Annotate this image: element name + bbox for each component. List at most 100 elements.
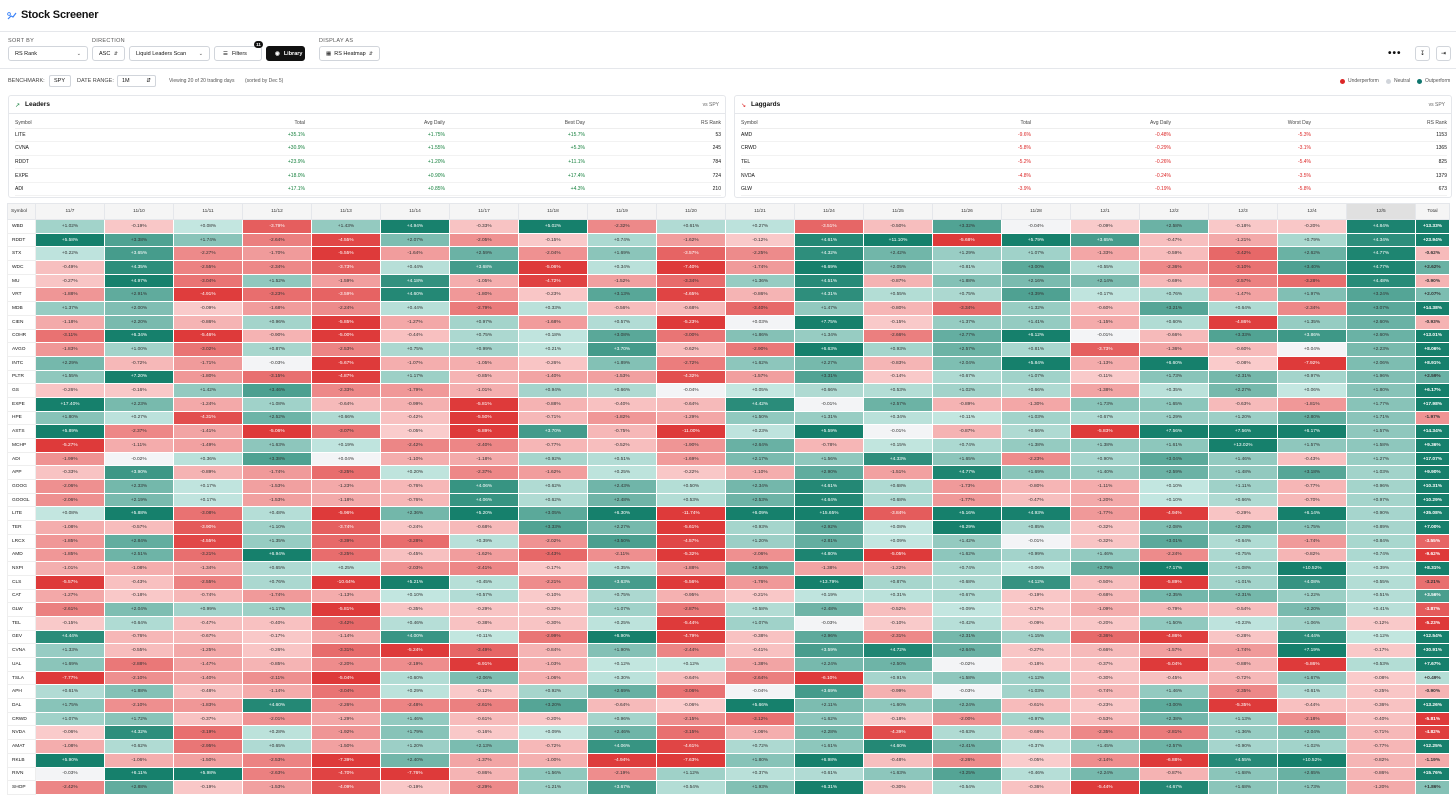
heatmap-cell[interactable]: +5.02% bbox=[518, 219, 588, 234]
heatmap-cell[interactable]: +2.35% bbox=[1139, 588, 1209, 604]
heatmap-cell[interactable]: -4.86% bbox=[1139, 629, 1209, 645]
heatmap-cell[interactable]: +1.60% bbox=[863, 698, 933, 713]
heatmap-cell[interactable]: -0.40% bbox=[1346, 711, 1416, 727]
heatmap-cell[interactable]: -3.42% bbox=[311, 615, 381, 631]
heatmap-cell[interactable]: -1.81% bbox=[1277, 396, 1347, 412]
heatmap-cell[interactable]: -2.55% bbox=[173, 260, 243, 275]
heatmap-cell[interactable]: +1.20% bbox=[725, 533, 795, 549]
heatmap-cell[interactable]: +5.79% bbox=[1001, 232, 1071, 248]
heatmap-cell[interactable]: -4.39% bbox=[863, 725, 933, 741]
heatmap-cell[interactable]: +2.31% bbox=[932, 629, 1002, 645]
heatmap-cell[interactable]: -3.49% bbox=[449, 643, 519, 658]
heatmap-cell[interactable]: +6.90% bbox=[587, 629, 657, 645]
heatmap-cell[interactable]: +0.79% bbox=[1277, 232, 1347, 248]
heatmap-cell[interactable]: -3.04% bbox=[311, 684, 381, 700]
heatmap-cell[interactable]: -3.79% bbox=[242, 219, 312, 234]
heatmap-cell[interactable]: +1.48% bbox=[1208, 465, 1278, 481]
heatmap-cell[interactable]: +0.44% bbox=[380, 301, 450, 316]
symbol-cell[interactable]: TSLA bbox=[7, 670, 36, 686]
heatmap-cell[interactable]: +0.68% bbox=[863, 492, 933, 508]
heatmap-cell[interactable]: -0.45% bbox=[380, 547, 450, 563]
heatmap-cell[interactable]: -0.27% bbox=[1001, 643, 1071, 658]
heatmap-cell[interactable]: -2.88% bbox=[104, 657, 174, 672]
heatmap-row[interactable]: CVNA +1.33% -0.55% -1.25% -0.26% -3.31% -5.24%… bbox=[7, 643, 1450, 658]
heatmap-cell[interactable]: -0.47% bbox=[173, 615, 243, 631]
heatmap-cell[interactable]: -3.39% bbox=[311, 533, 381, 549]
symbol-cell[interactable]: INTC bbox=[7, 355, 36, 371]
heatmap-cell[interactable]: +1.20% bbox=[380, 739, 450, 754]
heatmap-cell[interactable]: -2.53% bbox=[311, 342, 381, 357]
heatmap-cell[interactable]: -1.37% bbox=[449, 752, 519, 768]
heatmap-cell[interactable]: -2.14% bbox=[1070, 752, 1140, 768]
heatmap-cell[interactable]: +0.19% bbox=[794, 588, 864, 604]
heatmap-cell[interactable]: +1.86% bbox=[725, 328, 795, 344]
heatmap-cell[interactable]: +0.36% bbox=[173, 451, 243, 467]
heatmap-cell[interactable]: +1.46% bbox=[380, 711, 450, 727]
heatmap-cell[interactable]: +1.38% bbox=[1001, 438, 1071, 453]
heatmap-cell[interactable]: +0.66% bbox=[1001, 383, 1071, 398]
heatmap-cell[interactable]: -0.29% bbox=[1208, 506, 1278, 522]
benchmark-input[interactable]: SPY bbox=[49, 75, 71, 87]
heatmap-cell[interactable]: +1.12% bbox=[656, 766, 726, 782]
heatmap-cell[interactable]: -0.74% bbox=[173, 588, 243, 604]
heatmap-row[interactable]: CLS -5.57% -0.43% -2.55% +0.76% -10.64% +5.21%… bbox=[7, 574, 1450, 590]
heatmap-row[interactable]: MDB +1.37% +2.00% -0.09% -1.68% -2.24% +0.44% -… bbox=[7, 301, 1450, 316]
heatmap-cell[interactable]: -0.12% bbox=[725, 232, 795, 248]
symbol-cell[interactable]: UAL bbox=[7, 657, 36, 672]
heatmap-cell[interactable]: -5.46% bbox=[173, 328, 243, 344]
heatmap-row[interactable]: STX +0.22% +3.65% -2.27% -1.70% -5.55% -1.64% +… bbox=[7, 246, 1450, 262]
heatmap-cell[interactable]: -1.85% bbox=[35, 533, 105, 549]
heatmap-cell[interactable]: -0.19% bbox=[1001, 588, 1071, 604]
heatmap-cell[interactable]: -0.20% bbox=[518, 711, 588, 727]
heatmap-cell[interactable]: +0.03% bbox=[725, 314, 795, 330]
heatmap-row[interactable]: RDDT +5.58% +3.38% +1.74% -2.64% -4.55% +2.07%… bbox=[7, 232, 1450, 248]
heatmap-cell[interactable]: +0.05% bbox=[725, 383, 795, 398]
heatmap-cell[interactable]: +1.69% bbox=[587, 246, 657, 262]
heatmap-cell[interactable]: +6.94% bbox=[242, 547, 312, 563]
heatmap-row[interactable]: VRT -1.88% +2.91% -4.91% -3.23% -3.59% +4.60% -… bbox=[7, 287, 1450, 303]
heatmap-cell[interactable]: +1.08% bbox=[1208, 561, 1278, 576]
heatmap-cell[interactable]: -5.05% bbox=[863, 547, 933, 563]
heatmap-cell[interactable]: -3.15% bbox=[242, 369, 312, 385]
heatmap-cell[interactable]: -2.64% bbox=[725, 670, 795, 686]
heatmap-cell[interactable]: -2.31% bbox=[863, 629, 933, 645]
heatmap-cell[interactable]: -1.74% bbox=[1208, 643, 1278, 658]
heatmap-cell[interactable]: -0.03% bbox=[794, 615, 864, 631]
heatmap-cell[interactable]: +1.58% bbox=[1346, 438, 1416, 453]
symbol-cell[interactable]: TEL bbox=[7, 615, 36, 631]
heatmap-cell[interactable]: +2.05% bbox=[863, 260, 933, 275]
symbol-cell[interactable]: RKLB bbox=[7, 752, 36, 768]
heatmap-cell[interactable]: -2.37% bbox=[449, 465, 519, 481]
symbol-cell[interactable]: LITE bbox=[7, 506, 36, 522]
heatmap-cell[interactable]: +1.29% bbox=[932, 246, 1002, 262]
heatmap-cell[interactable]: -2.19% bbox=[380, 657, 450, 672]
heatmap-cell[interactable]: -2.57% bbox=[1208, 273, 1278, 289]
heatmap-cell[interactable]: -0.47% bbox=[1139, 232, 1209, 248]
heatmap-cell[interactable]: +4.77% bbox=[1346, 246, 1416, 262]
heatmap-cell[interactable]: +6.69% bbox=[794, 260, 864, 275]
heatmap-cell[interactable]: +1.38% bbox=[1070, 438, 1140, 453]
col-date-header[interactable]: 11/20 bbox=[656, 203, 726, 220]
heatmap-cell[interactable]: +0.75% bbox=[449, 328, 519, 344]
heatmap-cell[interactable]: -0.87% bbox=[863, 273, 933, 289]
heatmap-cell[interactable]: +1.03% bbox=[1346, 465, 1416, 481]
heatmap-cell[interactable]: +1.02% bbox=[1277, 739, 1347, 754]
laggards-row[interactable]: AMD -9.6% -0.48% -5.3% 1153 bbox=[741, 128, 1447, 143]
heatmap-cell[interactable]: +0.67% bbox=[1070, 410, 1140, 426]
heatmap-cell[interactable]: +2.31% bbox=[1208, 588, 1278, 604]
heatmap-cell[interactable]: -0.26% bbox=[242, 643, 312, 658]
heatmap-cell[interactable]: -3.42% bbox=[1208, 246, 1278, 262]
heatmap-cell[interactable]: +1.80% bbox=[725, 752, 795, 768]
heatmap-cell[interactable]: +4.06% bbox=[449, 479, 519, 494]
heatmap-cell[interactable]: +0.72% bbox=[725, 739, 795, 754]
heatmap-row[interactable]: UAL +1.69% -2.88% -1.47% -0.85% -2.20% -2.19% -… bbox=[7, 657, 1450, 672]
heatmap-cell[interactable]: +2.57% bbox=[932, 342, 1002, 357]
heatmap-cell[interactable]: +2.07% bbox=[380, 232, 450, 248]
heatmap-cell[interactable]: +1.07% bbox=[35, 711, 105, 727]
heatmap-cell[interactable]: +7.56% bbox=[1139, 424, 1209, 439]
heatmap-cell[interactable]: -1.57% bbox=[725, 369, 795, 385]
heatmap-cell[interactable]: +1.62% bbox=[932, 547, 1002, 563]
heatmap-cell[interactable]: -0.45% bbox=[1139, 670, 1209, 686]
symbol-cell[interactable]: SHOP bbox=[7, 780, 36, 795]
heatmap-cell[interactable]: -5.23% bbox=[656, 314, 726, 330]
